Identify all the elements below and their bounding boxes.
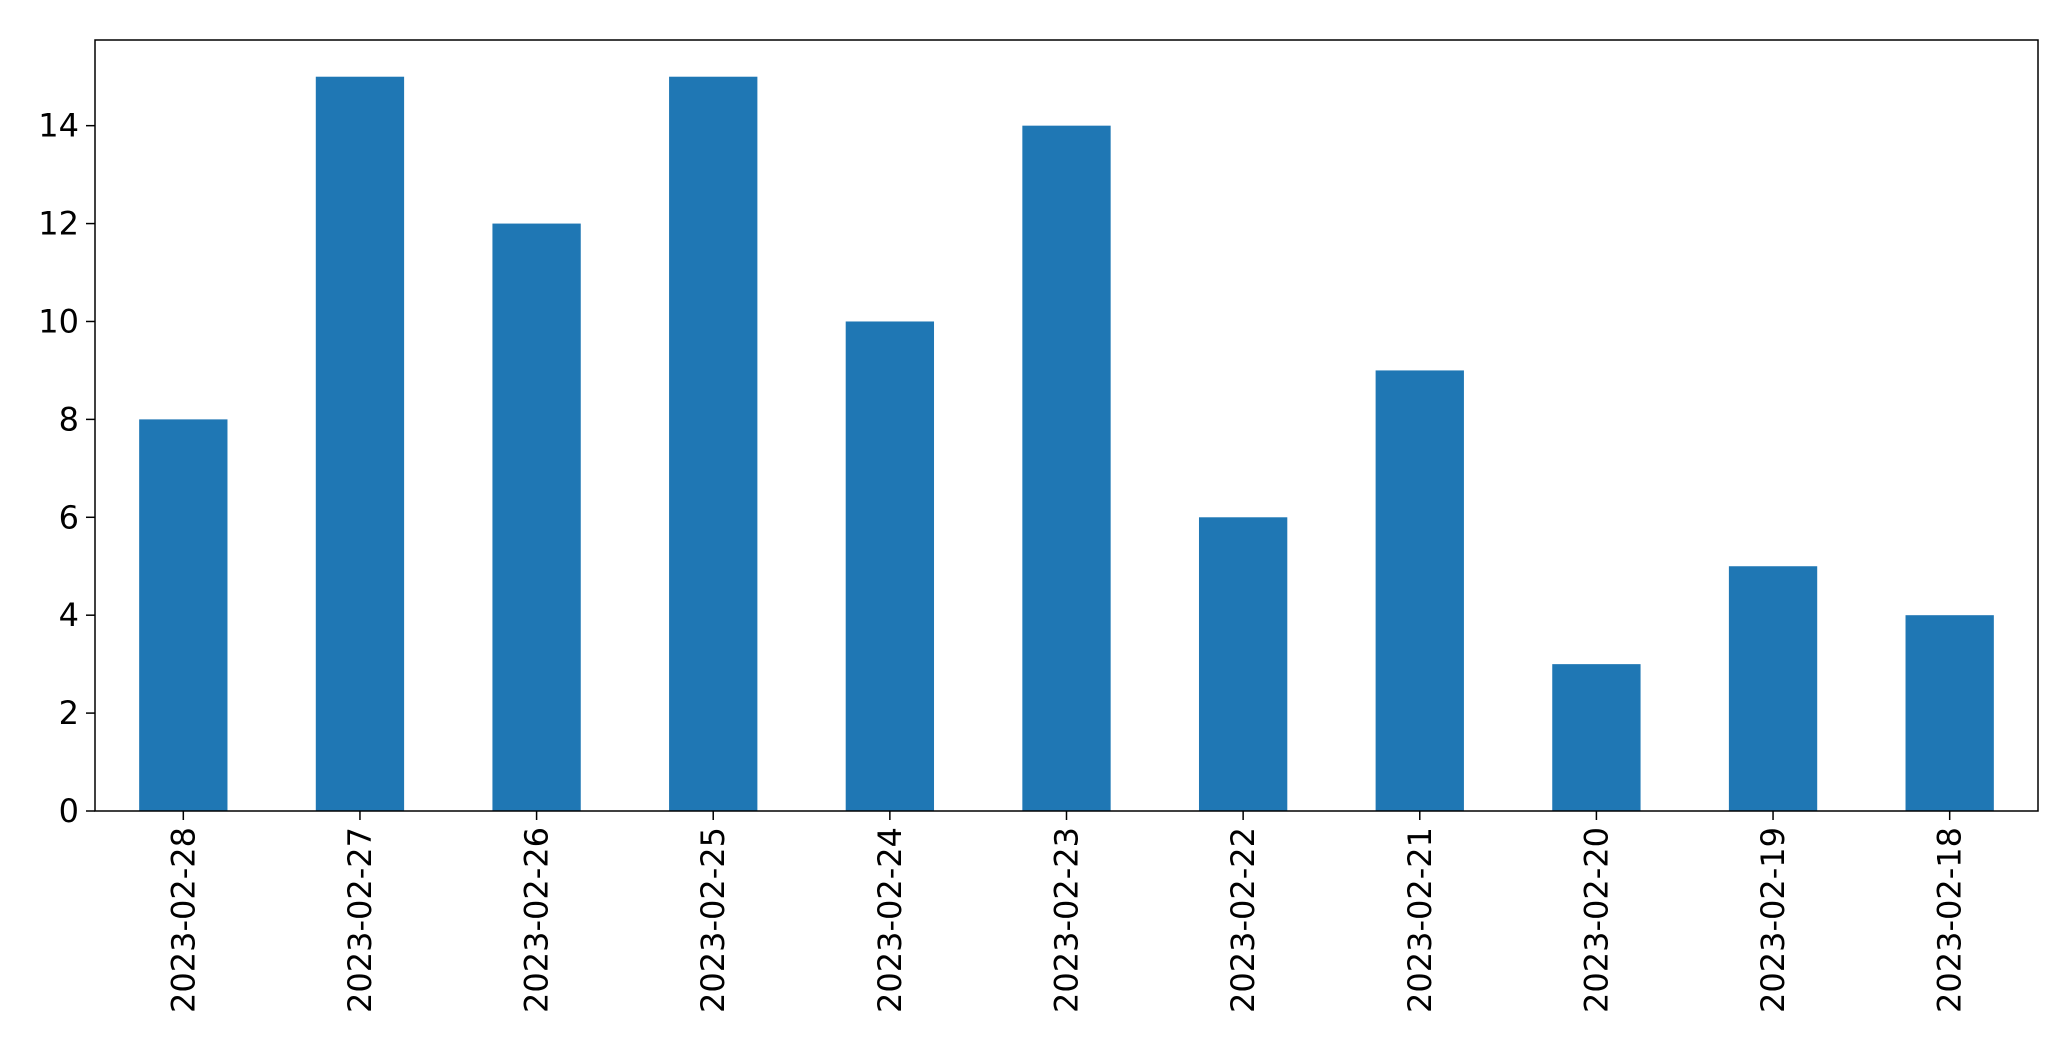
- x-tick-label: 2023-02-25: [694, 827, 732, 1013]
- y-axis: 0 2 4 6 8 10 12 14: [38, 107, 95, 830]
- y-tick-label: 4: [59, 596, 79, 634]
- bar-2023-02-23: [1022, 125, 1111, 811]
- bar-2023-02-20: [1552, 664, 1641, 811]
- x-tick-label: 2023-02-27: [341, 827, 379, 1013]
- plot-frame: [94, 39, 2039, 812]
- y-tick-label: 10: [38, 302, 79, 340]
- x-tick-label: 2023-02-26: [518, 827, 556, 1013]
- x-tick-label: 2023-02-19: [1754, 827, 1792, 1013]
- bar-2023-02-22: [1198, 517, 1288, 811]
- x-tick-label: 2023-02-28: [164, 827, 202, 1013]
- x-axis: 2023-02-28 2023-02-27 2023-02-26 2023-02-25…: [164, 811, 1969, 1013]
- x-tick-label: 2023-02-22: [1224, 827, 1262, 1013]
- bar-2023-02-19: [1728, 566, 1818, 811]
- bar-2023-02-28: [139, 419, 228, 811]
- y-tick-label: 14: [38, 107, 79, 145]
- y-tick-label: 6: [59, 498, 79, 536]
- x-tick-label: 2023-02-18: [1931, 827, 1969, 1013]
- bar-2023-02-24: [845, 321, 935, 811]
- x-tick-label: 2023-02-20: [1577, 827, 1615, 1013]
- x-tick-label: 2023-02-23: [1048, 827, 1086, 1013]
- bar-2023-02-26: [492, 223, 581, 812]
- x-tick-label: 2023-02-21: [1401, 827, 1439, 1013]
- bar-2023-02-18: [1905, 615, 1994, 811]
- y-tick-label: 12: [38, 205, 79, 243]
- bar-2023-02-21: [1375, 370, 1464, 811]
- y-tick-label: 2: [59, 694, 79, 732]
- bar-2023-02-27: [315, 76, 405, 811]
- bar-2023-02-25: [669, 76, 758, 811]
- bars-layer: [139, 76, 1994, 812]
- y-tick-label: 8: [59, 400, 79, 438]
- y-tick-label: 0: [59, 792, 79, 830]
- x-tick-label: 2023-02-24: [871, 827, 909, 1013]
